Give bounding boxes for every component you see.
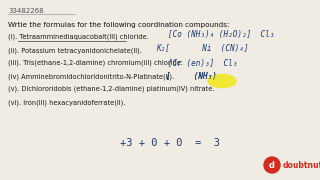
Text: doubtnut: doubtnut <box>283 161 320 170</box>
Ellipse shape <box>208 75 236 87</box>
Text: (iv) Amminebromidochloridonitrito-N-Platinate(II).: (iv) Amminebromidochloridonitrito-N-Plat… <box>8 73 174 80</box>
Text: (v). Dichlororidobis (ethane-1,2-diamine) platinum(IV) nitrate.: (v). Dichlororidobis (ethane-1,2-diamine… <box>8 86 214 93</box>
Text: [     (NH₃): [ (NH₃) <box>166 72 217 81</box>
Text: [     (NH₃): [ (NH₃) <box>166 72 217 81</box>
Text: [Cr (en)₃]  Cl₃: [Cr (en)₃] Cl₃ <box>168 59 237 68</box>
Text: (vi). Iron(III) hexacyanidoferrate(II).: (vi). Iron(III) hexacyanidoferrate(II). <box>8 99 125 105</box>
Circle shape <box>264 157 280 173</box>
Text: +3 + 0 + 0  =  3: +3 + 0 + 0 = 3 <box>120 138 220 148</box>
Text: [Co (NH₃)₄ (H₂O)₂]  Cl₃: [Co (NH₃)₄ (H₂O)₂] Cl₃ <box>168 30 274 39</box>
Text: K₂[       Ni  (CN)₄]: K₂[ Ni (CN)₄] <box>156 44 249 53</box>
Text: Wrtie the formulas for the following coordination compounds:: Wrtie the formulas for the following coo… <box>8 22 229 28</box>
Text: 33482268: 33482268 <box>8 8 44 14</box>
Text: d: d <box>269 161 275 170</box>
Text: (ii). Potassium tetracyanidonichelate(II).: (ii). Potassium tetracyanidonichelate(II… <box>8 47 142 53</box>
Text: (i). Tetraamminediaquacobalt(III) chloride.: (i). Tetraamminediaquacobalt(III) chlori… <box>8 34 149 40</box>
Text: (iii). Tris(ethane-1,2-diamine) chromium(III) chloride.: (iii). Tris(ethane-1,2-diamine) chromium… <box>8 60 183 66</box>
